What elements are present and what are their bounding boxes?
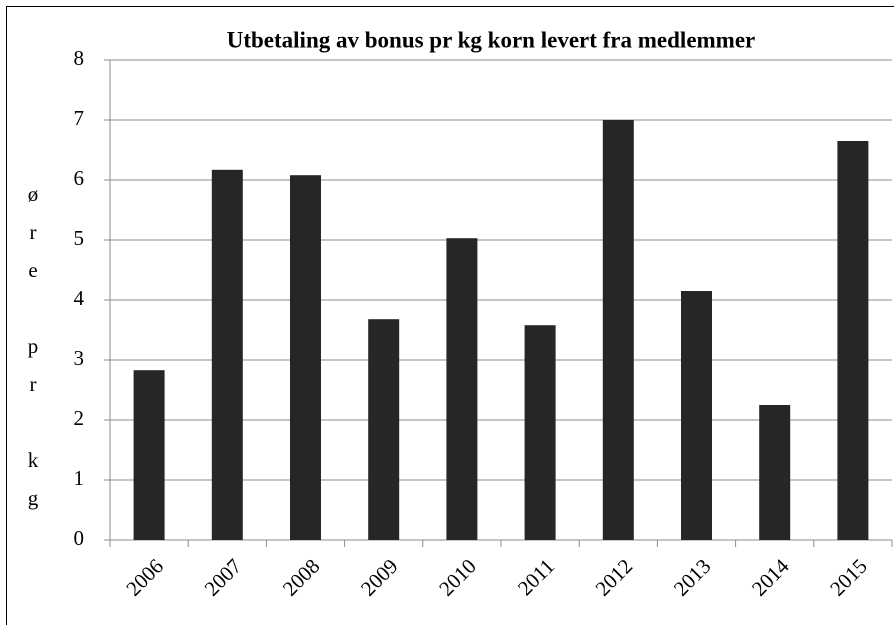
y-tick-label: 3: [74, 346, 85, 370]
y-tick-label: 2: [74, 406, 85, 430]
bar: [133, 370, 165, 540]
x-tick-label: 2012: [591, 554, 638, 601]
bar: [211, 169, 243, 541]
x-tick-label: 2007: [200, 554, 247, 601]
bar: [368, 319, 400, 540]
x-tick-label: 2009: [356, 554, 403, 601]
x-tick-label: 2006: [121, 554, 168, 601]
x-tick-label: 2014: [747, 554, 794, 601]
x-tick-label: 2011: [513, 554, 559, 600]
bar: [602, 120, 634, 540]
bar: [446, 238, 478, 540]
x-tick-label: 2010: [434, 554, 481, 601]
bar: [290, 175, 321, 540]
x-tick-label: 2013: [669, 554, 716, 601]
y-axis-label: øre pr kg: [21, 182, 45, 524]
x-tick-label: 2008: [278, 554, 325, 601]
y-tick-label: 0: [74, 526, 85, 550]
chart-title: Utbetaling av bonus pr kg korn levert fr…: [227, 27, 756, 52]
y-tick-label: 8: [74, 46, 85, 70]
bar: [759, 405, 791, 540]
bar: [837, 141, 869, 540]
x-tick-label: 2015: [825, 554, 872, 601]
bar: [524, 325, 556, 540]
bar: [681, 291, 712, 540]
y-tick-label: 1: [74, 466, 85, 490]
y-tick-label: 4: [74, 286, 85, 310]
y-tick-label: 7: [74, 106, 85, 130]
frame: [6, 6, 894, 625]
y-tick-label: 5: [74, 226, 85, 250]
y-tick-label: 6: [74, 166, 85, 190]
